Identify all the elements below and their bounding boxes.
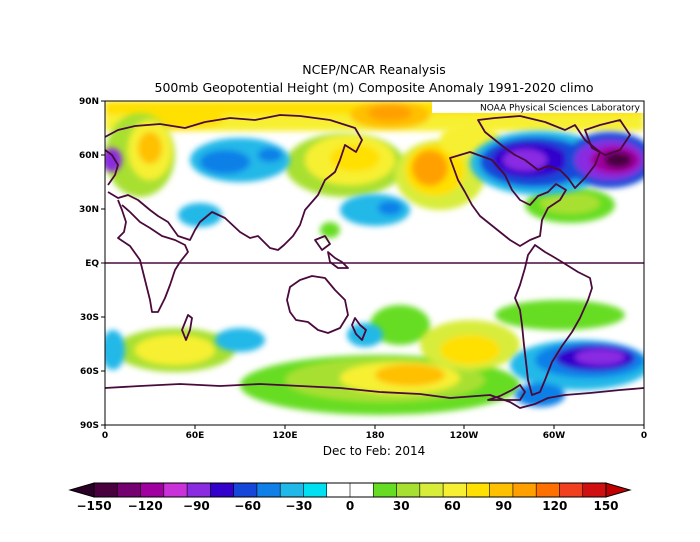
colorbar-label: 30 (393, 499, 410, 513)
colorbar-label: −120 (128, 499, 163, 513)
colorbar-label: 60 (444, 499, 461, 513)
lon-tick-label: 60W (543, 431, 566, 441)
colorbar-label: −150 (76, 499, 111, 513)
colorbar-label: −60 (234, 499, 261, 513)
colorbar-cell (93, 482, 119, 498)
colorbar-cell (559, 482, 584, 498)
colorbar-cells (93, 482, 607, 498)
colorbar-cell (372, 482, 398, 498)
coastlines (105, 114, 644, 409)
colorbar-label: −90 (183, 499, 210, 513)
colorbar-cell (116, 482, 142, 498)
credit-text: NOAA Physical Sciences Laboratory (480, 104, 641, 114)
colorbar-cell (140, 482, 165, 498)
chart-title: NCEP/NCAR Reanalysis (302, 62, 445, 77)
colorbar-label: 90 (495, 499, 512, 513)
colorbar-cell (303, 482, 328, 498)
lon-tick-label: 0 (641, 431, 647, 441)
period-label: Dec to Feb: 2014 (323, 444, 426, 458)
axis-ticks (101, 100, 645, 429)
colorbar-right-arrow (605, 482, 632, 498)
chart-subtitle: 500mb Geopotential Height (m) Composite … (155, 80, 594, 95)
colorbar-cell (535, 482, 561, 498)
lon-tick-label: 180 (366, 431, 385, 441)
lon-tick-label: 120E (273, 431, 298, 441)
colorbar-cell (279, 482, 305, 498)
lon-tick-label: 120W (450, 431, 479, 441)
sh-troughs (105, 323, 644, 407)
colorbar-cell (512, 482, 537, 498)
colorbar-cell (186, 482, 212, 498)
map-panel: NOAA Physical Sciences Laboratory (104, 100, 645, 426)
colorbar-cell (419, 482, 444, 498)
nh-ridges (105, 113, 615, 238)
lat-tick-label: 90N (79, 97, 99, 107)
lat-tick-labels: 90N 60N 30N EQ 30S 60S 90S (79, 97, 99, 431)
colorbar-label: 0 (346, 499, 354, 513)
lat-tick-label: 90S (80, 421, 99, 431)
colorbar-cell (349, 482, 375, 498)
colorbar-cell (163, 482, 188, 498)
lon-tick-label: 60E (186, 431, 205, 441)
colorbar-cell (442, 482, 468, 498)
colorbar-cell (256, 482, 281, 498)
colorbar-labels: −150 −120 −90 −60 −30 0 30 60 90 120 150 (76, 499, 618, 513)
lat-tick-label: 30S (80, 313, 99, 323)
colorbar-label: 150 (593, 499, 618, 513)
colorbar-cell (582, 482, 607, 498)
colorbar-cell (489, 482, 514, 498)
lat-tick-label: 60N (79, 151, 99, 161)
colorbar-cell (233, 482, 258, 498)
colorbar-cell (210, 482, 235, 498)
colorbar-left-arrow (68, 482, 95, 498)
lon-tick-labels: 0 60E 120E 180 120W 60W 0 (102, 431, 647, 441)
credit-box (432, 101, 644, 113)
colorbar-frame (93, 482, 607, 498)
lat-tick-label: 60S (80, 367, 99, 377)
lon-tick-label: 0 (102, 431, 108, 441)
lat-tick-label: 30N (79, 205, 99, 215)
colorbar-label: −30 (285, 499, 312, 513)
lat-tick-label: EQ (85, 259, 99, 269)
sh-ridges (115, 300, 625, 415)
colorbar-label: 120 (542, 499, 567, 513)
colorbar: −150 −120 −90 −60 −30 0 30 60 90 120 150 (68, 482, 632, 513)
colorbar-cell (326, 482, 351, 498)
colorbar-cell (466, 482, 491, 498)
colorbar-cell (396, 482, 421, 498)
